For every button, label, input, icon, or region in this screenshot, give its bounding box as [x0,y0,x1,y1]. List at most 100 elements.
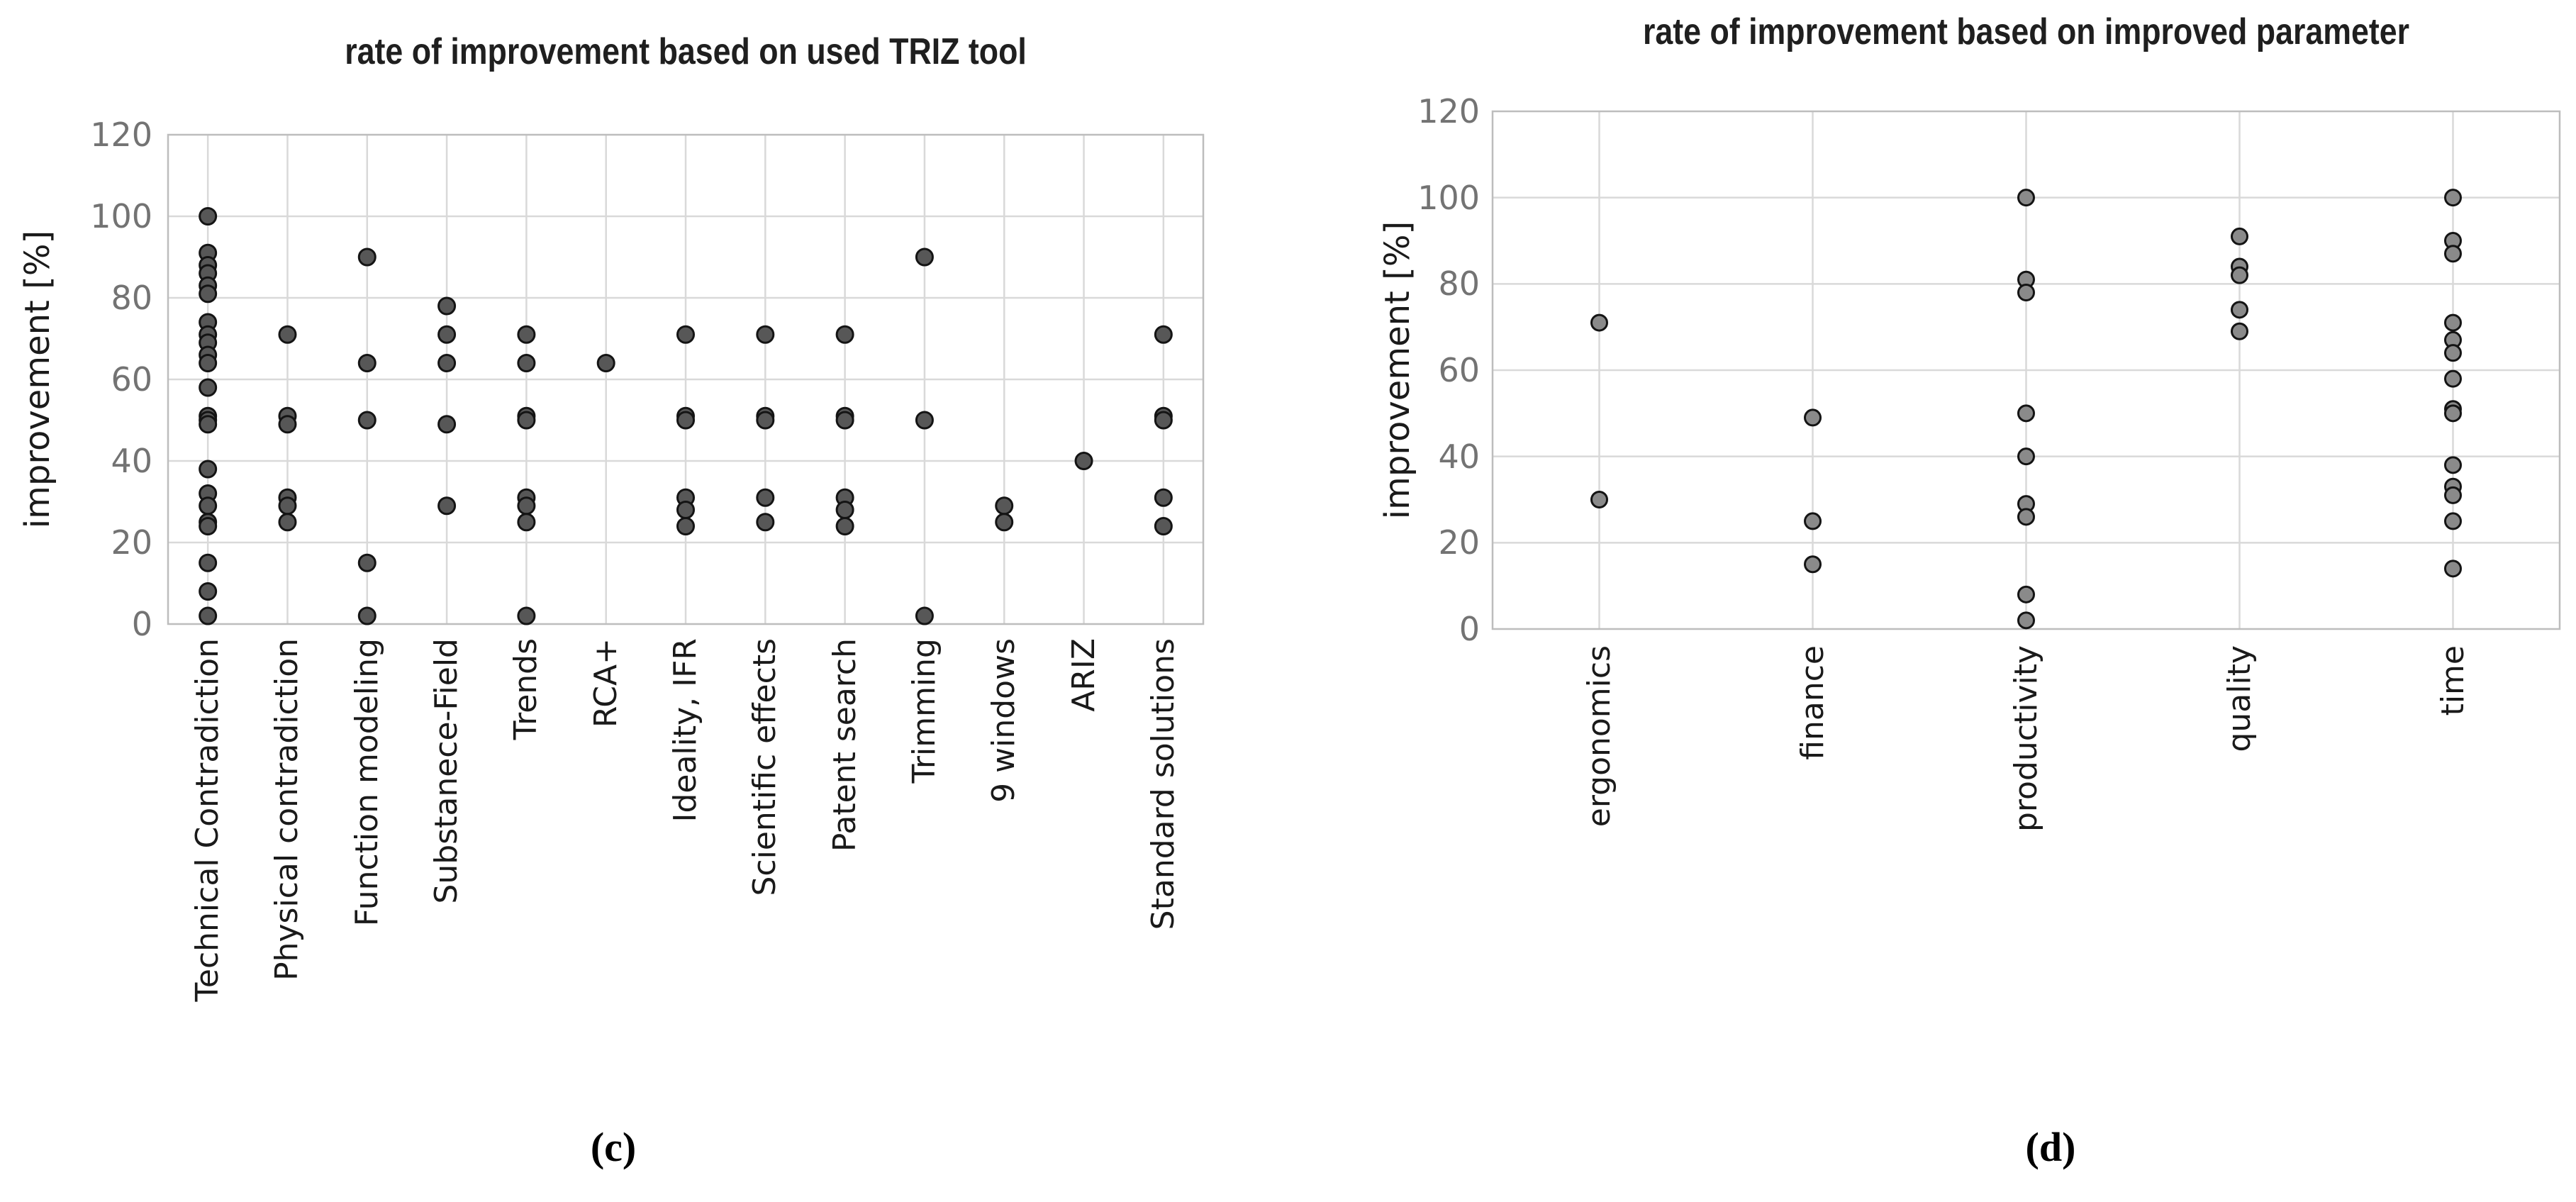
chart-d-title-text: rate of improvement based on improved pa… [1642,11,2410,52]
data-point [199,264,218,283]
y-tick-label: 100 [1417,178,1480,217]
data-point [2017,189,2035,207]
data-point [2017,585,2035,603]
data-point [1074,452,1093,470]
data-point [357,247,377,267]
data-point [2444,512,2462,530]
data-point [756,325,775,344]
data-point [517,606,536,625]
data-point [199,243,218,262]
data-point [2231,301,2248,319]
data-point [835,411,854,430]
data-point [676,406,695,425]
data-point [2017,404,2035,423]
data-point [2444,232,2462,250]
category-label: finance [1794,645,1831,760]
data-point [199,284,218,304]
data-point [199,553,218,572]
category-label: 9 windows [986,638,1022,803]
data-point [437,296,457,316]
data-point [835,325,854,344]
data-point [756,411,775,430]
data-point [357,354,377,372]
data-point [676,488,695,507]
data-point [2231,257,2248,276]
data-point [676,517,695,535]
data-point [2017,508,2035,526]
data-point [437,496,457,516]
category-label: Patent search [826,638,863,852]
data-point [756,513,775,532]
data-point [1804,512,1822,530]
data-point [915,606,934,625]
y-tick-label: 120 [90,116,152,154]
data-point [835,501,854,519]
chart-d-title: rate of improvement based on improved pa… [1493,11,2560,52]
data-point [2017,611,2035,630]
data-point [2017,284,2035,301]
y-tick-label: 120 [1417,92,1480,130]
data-point [2444,313,2462,332]
chart-d-y-axis-title: improvement [%] [1378,221,1417,520]
data-point [199,406,218,425]
data-point [278,488,297,507]
data-point [517,411,536,430]
data-point [2231,322,2248,340]
data-point [2444,189,2462,207]
data-point [2444,404,2462,423]
data-point [278,513,297,532]
data-point [199,411,218,430]
data-point [437,415,457,434]
chart-c-y-axis-title: improvement [%] [18,230,57,529]
data-point [995,513,1014,532]
y-tick-label: 60 [1438,351,1480,389]
data-point [1154,406,1173,425]
category-label: Trimming [905,638,942,784]
category-label: productivity [2007,645,2044,833]
data-point [2017,447,2035,466]
chart-c-title-text: rate of improvement based on used TRIZ t… [345,31,1027,72]
data-point [199,345,218,365]
data-point [676,325,695,344]
y-tick-label: 40 [111,442,152,480]
category-label: Scientific effects [747,638,784,896]
data-point [2444,330,2462,349]
y-tick-label: 60 [111,360,152,399]
data-point [199,513,218,532]
data-point [199,415,218,434]
y-tick-label: 100 [90,197,152,235]
data-point [357,606,377,625]
data-point [2017,270,2035,289]
y-tick-label: 0 [1459,610,1480,648]
data-point [915,247,934,267]
data-point [199,354,218,372]
data-point [2231,227,2248,245]
data-point [517,325,536,344]
data-point [199,582,218,601]
data-point [1154,488,1173,507]
category-label: Standard solutions [1144,638,1181,930]
data-point [199,325,218,344]
data-point [278,496,297,516]
data-point [596,354,615,372]
data-point [835,517,854,535]
data-point [2231,266,2248,284]
data-point [676,501,695,519]
data-point [199,276,218,295]
data-point [2444,560,2462,578]
category-label: ARIZ [1065,638,1102,712]
data-point [278,325,297,344]
data-point [2444,477,2462,496]
category-label: Substanece-Field [428,638,465,904]
data-point [915,411,934,430]
data-point [2444,344,2462,362]
data-point [278,415,297,434]
data-point [199,496,218,516]
plot-border [1491,110,2561,630]
data-point [835,406,854,425]
y-tick-label: 20 [1438,523,1480,562]
